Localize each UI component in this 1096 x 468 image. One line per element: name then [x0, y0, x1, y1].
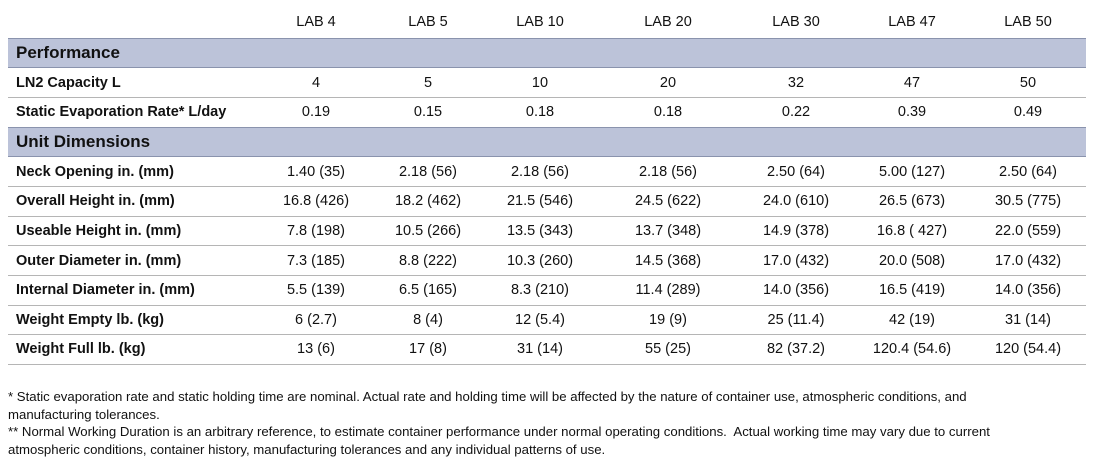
table-cell: 25 (11.4): [767, 311, 825, 328]
table-cell: 6 (2.7): [295, 311, 337, 328]
section-header: Unit Dimensions: [8, 127, 1086, 158]
table-cell: 0.39: [897, 104, 927, 121]
table-cell: 20: [659, 74, 677, 91]
row-label: Useable Height in. (mm): [16, 222, 182, 239]
table-cell: 13 (6): [297, 341, 335, 358]
table-cell: 12 (5.4): [515, 311, 565, 328]
table-cell: 17.0 (432): [762, 252, 830, 269]
section-header: Performance: [8, 38, 1086, 68]
table-cell: 19 (9): [649, 311, 687, 328]
table-cell: 31 (14): [517, 341, 563, 358]
table-cell: 50: [1019, 74, 1037, 91]
table-cell: 7.8 (198): [286, 222, 346, 239]
table-cell: 14.5 (368): [634, 252, 702, 269]
table-row: Useable Height in. (mm) 7.8 (198) 10.5 (26…: [8, 216, 1086, 247]
table-row: Outer Diameter in. (mm) 7.3 (185) 8.8 (222…: [8, 246, 1086, 276]
table-cell: 82 (37.2): [766, 341, 826, 358]
table-cell: 42 (19): [889, 311, 935, 328]
table-cell: 20.0 (508): [878, 252, 946, 269]
table-cell: 1.40 (35): [286, 163, 346, 180]
table-row: Overall Height in. (mm) 16.8 (426) 18.2 (4…: [8, 187, 1086, 217]
row-label: Static Evaporation Rate* L/day: [16, 104, 227, 121]
column-header: LAB 30: [772, 14, 820, 30]
table-cell: 10: [531, 74, 549, 91]
table-row: Static Evaporation Rate* L/day 0.19 0.15 0.…: [8, 98, 1086, 128]
table-cell: 18.2 (462): [394, 193, 462, 210]
table-cell: 4: [311, 74, 321, 91]
table-cell: 2.50 (64): [766, 163, 826, 180]
table-cell: 11.4 (289): [635, 282, 701, 299]
header-row: LAB 4 LAB 5 LAB 10 LAB 20 LAB 30 LAB 47 LAB 50: [8, 0, 1086, 38]
column-header: LAB 20: [644, 14, 692, 30]
table-cell: 55 (25): [645, 341, 691, 358]
row-label: Weight Empty lb. (kg): [16, 311, 164, 328]
table-cell: 22.0 (559): [994, 222, 1062, 239]
table-cell: 2.50 (64): [998, 163, 1058, 180]
table-cell: 0.18: [525, 104, 555, 121]
table-cell: 24.0 (610): [762, 193, 830, 210]
table-cell: 120.4 (54.6): [872, 341, 952, 358]
column-header: LAB 50: [1004, 14, 1052, 30]
table-cell: 10.3 (260): [506, 252, 574, 269]
table-cell: 0.18: [653, 104, 683, 121]
table-cell: 8.3 (210): [510, 282, 570, 299]
column-header: LAB 10: [516, 14, 564, 30]
table-cell: 14.9 (378): [762, 222, 830, 239]
table-cell: 17 (8): [409, 341, 447, 358]
footnote: ** Normal Working Duration is an arbitra…: [8, 424, 994, 457]
table-cell: 32: [787, 74, 805, 91]
footnote: * Static evaporation rate and static hol…: [8, 389, 971, 422]
table-cell: 13.5 (343): [506, 222, 574, 239]
table-cell: 0.15: [413, 104, 443, 121]
table-cell: 16.5 (419): [878, 282, 946, 299]
table-cell: 47: [903, 74, 921, 91]
row-label: Internal Diameter in. (mm): [16, 282, 195, 299]
section-title: Unit Dimensions: [16, 132, 151, 152]
table-cell: 31 (14): [1005, 311, 1051, 328]
table-cell: 5.00 (127): [878, 163, 946, 180]
table-cell: 0.22: [781, 104, 811, 121]
table-cell: 2.18 (56): [510, 163, 570, 180]
row-label: Weight Full lb. (kg): [16, 341, 146, 358]
table-cell: 8.8 (222): [398, 252, 458, 269]
table-cell: 0.49: [1013, 104, 1043, 121]
row-label: Overall Height in. (mm): [16, 193, 175, 210]
table-cell: 7.3 (185): [286, 252, 346, 269]
table-cell: 2.18 (56): [638, 163, 698, 180]
table-cell: 5.5 (139): [286, 282, 346, 299]
table-cell: 14.0 (356): [994, 282, 1062, 299]
table-cell: 30.5 (775): [994, 193, 1062, 210]
table-cell: 13.7 (348): [634, 222, 702, 239]
table-cell: 21.5 (546): [506, 193, 574, 210]
table-cell: 8 (4): [413, 311, 443, 328]
row-label: Outer Diameter in. (mm): [16, 252, 182, 269]
table-row: Weight Empty lb. (kg) 6 (2.7) 8 (4) 12 (5.4…: [8, 305, 1086, 336]
table-cell: 6.5 (165): [398, 282, 458, 299]
table-cell: 2.18 (56): [398, 163, 458, 180]
table-row: LN2 Capacity L 4 5 10 20 32 47 50: [8, 68, 1086, 98]
table-cell: 16.8 ( 427): [876, 222, 948, 239]
table-cell: 16.8 (426): [282, 193, 350, 210]
table-cell: 0.19: [301, 104, 331, 121]
column-header: LAB 47: [888, 14, 936, 30]
column-header: LAB 5: [408, 14, 448, 30]
table-cell: 26.5 (673): [878, 193, 946, 210]
table-cell: 14.0 (356): [762, 282, 830, 299]
table-row: Internal Diameter in. (mm) 5.5 (139) 6.5 (…: [8, 276, 1086, 306]
table-cell: 120 (54.4): [994, 341, 1062, 358]
table-cell: 5: [423, 74, 433, 91]
table-cell: 17.0 (432): [994, 252, 1062, 269]
table-row: Weight Full lb. (kg) 13 (6) 17 (8) 31 (14) 5…: [8, 335, 1086, 365]
column-header: LAB 4: [296, 14, 336, 30]
table-cell: 24.5 (622): [634, 193, 702, 210]
row-label: Neck Opening in. (mm): [16, 163, 174, 180]
table-row: Neck Opening in. (mm) 1.40 (35) 2.18 (56) 2…: [8, 157, 1086, 188]
section-title: Performance: [16, 43, 120, 62]
footnotes: * Static evaporation rate and static hol…: [8, 388, 1048, 458]
row-label: LN2 Capacity L: [16, 74, 121, 91]
table-cell: 10.5 (266): [394, 222, 462, 239]
